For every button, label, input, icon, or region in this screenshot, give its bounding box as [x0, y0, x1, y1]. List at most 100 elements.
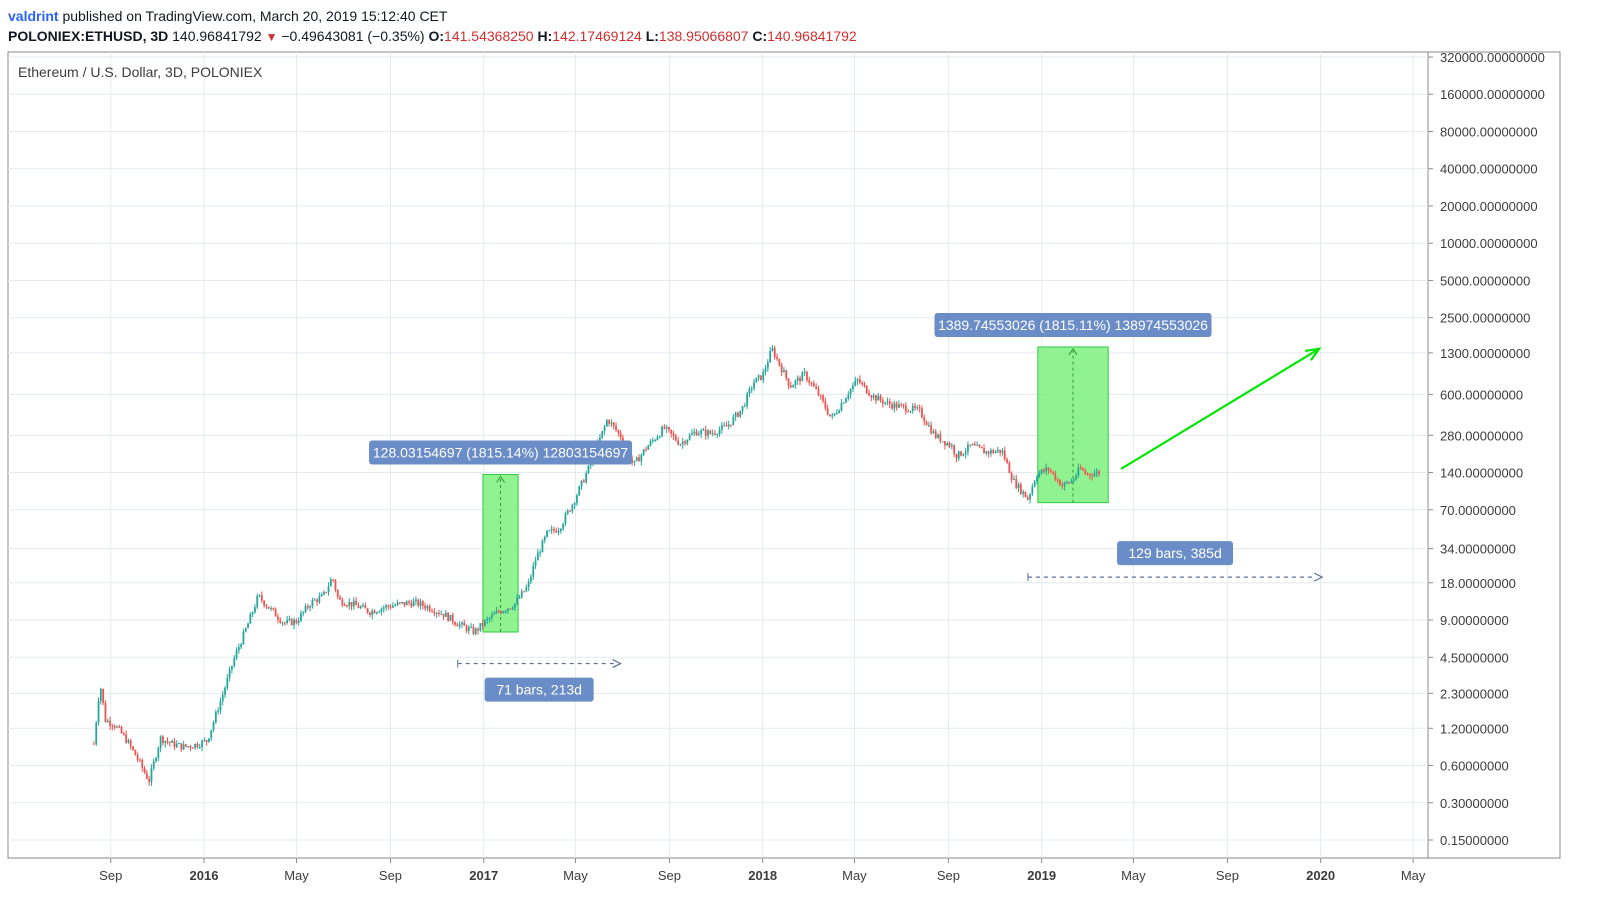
- x-tick-label: 2017: [469, 868, 498, 883]
- measure-label-text: 128.03154697 (1815.14%) 12803154697: [373, 445, 629, 461]
- candle-body: [341, 599, 344, 606]
- candle-body: [235, 650, 238, 658]
- candle-body: [486, 618, 489, 621]
- candle-body: [438, 612, 440, 614]
- candle-body: [1024, 491, 1027, 498]
- candle-body: [118, 726, 121, 728]
- y-tick-label: 40000.00000000: [1440, 162, 1538, 177]
- candle-body: [520, 591, 523, 598]
- candle-body: [182, 744, 185, 750]
- candle-body: [185, 744, 187, 747]
- candle-body: [925, 421, 928, 426]
- candle-body: [559, 528, 562, 532]
- candle-body: [327, 586, 330, 592]
- candle-body: [380, 608, 383, 612]
- candle-body: [313, 599, 316, 601]
- low-value: 138.95066807: [658, 28, 749, 44]
- candle-body: [412, 600, 415, 607]
- candle-body: [157, 748, 160, 759]
- candle-body: [789, 385, 792, 388]
- author-link[interactable]: valdrint: [8, 8, 59, 24]
- candle-body: [247, 623, 249, 629]
- candle-body: [619, 432, 622, 438]
- candle-body: [990, 450, 992, 454]
- candle-body: [297, 620, 300, 623]
- candle-body: [725, 425, 728, 427]
- candle-body: [1019, 483, 1022, 494]
- candle-body: [571, 504, 574, 512]
- candle-body: [504, 610, 507, 612]
- candle-body: [329, 579, 332, 587]
- candle-body: [548, 530, 551, 532]
- candle-body: [569, 510, 571, 512]
- candle-body: [992, 450, 995, 453]
- candle-body: [900, 404, 903, 406]
- candle-body: [277, 616, 279, 620]
- candle-body: [999, 449, 1002, 453]
- candle-body: [831, 415, 834, 417]
- candle-body: [251, 612, 254, 615]
- candle-body: [739, 410, 742, 417]
- candle-body: [444, 612, 447, 617]
- candle-body: [934, 431, 937, 438]
- candle-body: [842, 402, 845, 404]
- candle-body: [858, 379, 861, 383]
- candle-body: [911, 405, 914, 412]
- candle-body: [967, 444, 969, 452]
- candle-body: [116, 726, 118, 728]
- y-tick-label: 600.00000000: [1440, 387, 1523, 402]
- candle-body: [711, 433, 714, 435]
- candle-body: [539, 552, 542, 554]
- candle-body: [612, 422, 615, 426]
- candle-body: [122, 733, 125, 735]
- candle-body: [1098, 471, 1100, 475]
- candle-body: [387, 605, 390, 607]
- candle-body: [1077, 467, 1080, 476]
- candle-body: [490, 614, 493, 619]
- candle-body: [714, 433, 716, 435]
- candle-body: [700, 430, 703, 434]
- candle-body: [226, 677, 229, 688]
- candle-body: [865, 385, 868, 394]
- candle-body: [840, 403, 843, 411]
- candle-body: [723, 425, 726, 427]
- candle-body: [955, 453, 958, 459]
- candle-body: [1079, 467, 1082, 469]
- candle-body: [389, 606, 392, 608]
- candle-body: [766, 362, 769, 369]
- candle-body: [260, 595, 263, 601]
- candle-body: [1045, 467, 1048, 472]
- x-tick-label: Sep: [658, 868, 681, 883]
- candle-body: [470, 626, 473, 628]
- y-tick-label: 34.00000000: [1440, 542, 1516, 557]
- candle-body: [113, 726, 116, 728]
- candle-body: [557, 531, 560, 533]
- candle-body: [847, 394, 850, 399]
- candle-body: [1040, 469, 1043, 474]
- y-tick-label: 0.60000000: [1440, 759, 1509, 774]
- candle-body: [948, 443, 951, 447]
- candle-body: [173, 740, 176, 748]
- candle-body: [194, 743, 197, 748]
- candle-body: [760, 375, 762, 380]
- candle-body: [212, 722, 215, 730]
- candle-body: [352, 600, 355, 607]
- y-tick-label: 0.30000000: [1440, 796, 1509, 811]
- candle-body: [969, 444, 972, 446]
- candle-body: [350, 601, 353, 607]
- candle-body: [902, 404, 905, 406]
- candle-body: [983, 448, 985, 454]
- candle-body: [898, 404, 900, 408]
- candle-body: [773, 348, 776, 358]
- candle-body: [543, 536, 546, 541]
- candle-body: [145, 772, 148, 779]
- candle-body: [647, 445, 650, 450]
- candle-body: [288, 618, 291, 620]
- candle-body: [127, 740, 130, 743]
- candle-body: [132, 746, 134, 750]
- candle-body: [875, 395, 877, 401]
- candle-body: [398, 602, 401, 604]
- candle-body: [792, 385, 795, 388]
- close-label: C:: [752, 28, 768, 44]
